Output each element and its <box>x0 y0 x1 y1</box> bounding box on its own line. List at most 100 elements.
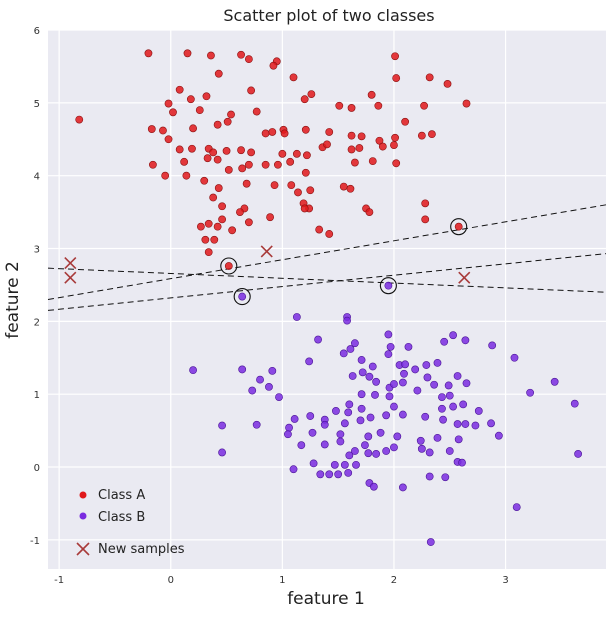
y-tick-label: -1 <box>30 536 40 547</box>
class-b-point <box>385 392 394 401</box>
class-b-point <box>265 383 273 391</box>
new-sample-x-marker <box>64 271 77 284</box>
class-a-point <box>210 235 219 244</box>
class-b-point <box>453 372 462 380</box>
class-b-point <box>440 337 449 346</box>
class-b-point <box>512 503 521 511</box>
class-a-point <box>213 155 222 164</box>
class-b-point <box>417 444 426 453</box>
class-b-point <box>340 460 349 469</box>
class-b-point <box>290 415 299 423</box>
class-b-point <box>336 437 345 446</box>
class-a-point <box>164 135 173 144</box>
class-b-point <box>361 441 369 450</box>
class-b-point <box>494 431 503 440</box>
class-b-point <box>334 470 343 479</box>
legend-marker-class-a <box>79 491 87 499</box>
class-a-point <box>242 179 251 188</box>
class-a-point <box>195 106 204 115</box>
y-tick-label: 1 <box>34 390 40 401</box>
class-b-point <box>357 404 366 413</box>
class-b-point <box>382 447 391 455</box>
class-a-point <box>213 120 222 129</box>
class-a-point <box>390 141 398 149</box>
class-b-point <box>449 331 458 340</box>
class-b-point <box>297 441 306 450</box>
class-a-point <box>224 262 233 270</box>
class-a-point <box>224 165 233 174</box>
class-b-point <box>368 362 377 371</box>
class-b-point <box>438 404 446 413</box>
class-a-point <box>315 225 324 234</box>
class-b-point <box>400 369 408 378</box>
new-sample-x-marker <box>458 271 471 284</box>
class-b-point <box>570 399 579 408</box>
class-a-point <box>203 154 212 163</box>
class-b-point <box>433 358 442 367</box>
class-a-point <box>252 107 261 116</box>
class-b-point <box>416 436 425 445</box>
class-b-point <box>390 380 398 388</box>
class-b-point <box>458 458 466 467</box>
class-b-point <box>292 313 301 321</box>
class-b-point <box>411 365 420 374</box>
chart-title: Scatter plot of two classes <box>223 6 434 25</box>
class-a-point <box>273 160 282 169</box>
class-a-point <box>392 74 401 82</box>
class-b-point <box>438 393 446 402</box>
dashed-boundary-line <box>47 204 607 300</box>
class-b-point <box>372 377 381 386</box>
class-b-point <box>425 472 434 481</box>
class-a-point <box>292 149 301 158</box>
class-a-point <box>237 146 245 155</box>
class-b-point <box>398 410 407 419</box>
class-b-point <box>330 460 339 469</box>
class-b-point <box>369 482 378 491</box>
class-a-point <box>443 80 452 88</box>
class-a-point <box>209 193 218 202</box>
class-a-point <box>236 208 244 216</box>
class-a-point <box>189 124 197 133</box>
class-b-point <box>348 372 357 380</box>
y-axis-label: feature 2 <box>3 261 23 339</box>
class-a-point <box>365 208 374 216</box>
class-b-point <box>398 378 407 387</box>
class-b-point <box>404 342 413 351</box>
class-b-point <box>284 430 292 439</box>
class-a-point <box>306 186 315 195</box>
class-b-point <box>332 407 340 415</box>
class-b-point <box>340 419 349 428</box>
class-a-point <box>350 158 359 167</box>
class-a-point <box>289 73 298 82</box>
x-tick-label: -1 <box>54 575 64 586</box>
class-b-point <box>433 433 442 442</box>
class-a-point <box>182 171 191 180</box>
class-b-point <box>344 468 353 477</box>
class-b-point <box>252 420 261 429</box>
class-a-point <box>218 215 226 224</box>
class-b-point <box>357 390 366 399</box>
class-a-point <box>325 128 334 136</box>
class-a-point <box>286 157 295 166</box>
class-a-point <box>301 125 310 134</box>
class-a-point <box>346 184 355 193</box>
class-a-point <box>244 218 253 227</box>
x-tick-label: 0 <box>168 575 174 586</box>
class-b-point <box>350 339 359 348</box>
legend-label-class-a: Class A <box>98 488 145 503</box>
class-a-point <box>175 145 184 154</box>
legend-label-class-b: Class B <box>98 510 145 525</box>
class-a-point <box>180 157 189 166</box>
class-a-point <box>454 222 463 231</box>
class-a-point <box>223 117 232 126</box>
class-b-point <box>238 292 247 301</box>
class-a-point <box>164 99 173 108</box>
class-b-point <box>444 381 453 390</box>
class-b-point <box>382 411 391 420</box>
class-a-point <box>323 140 331 149</box>
class-b-point <box>285 423 293 432</box>
class-a-point <box>196 222 205 231</box>
class-a-point <box>301 168 310 177</box>
class-b-point <box>574 450 582 458</box>
